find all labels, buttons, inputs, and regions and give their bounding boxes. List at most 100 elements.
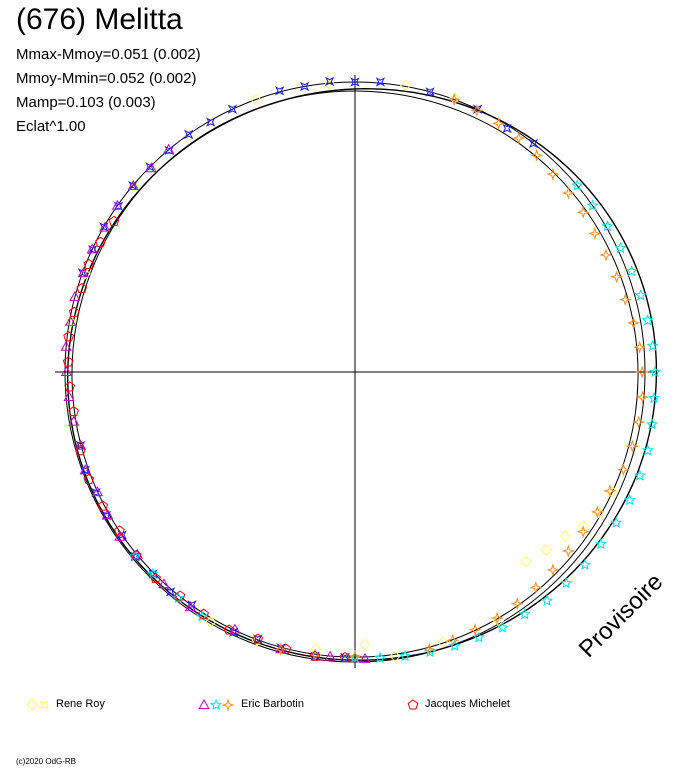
data-point xyxy=(561,186,575,200)
data-point xyxy=(502,123,512,134)
legend-label: Eric Barbotin xyxy=(241,698,304,710)
data-point xyxy=(633,469,646,481)
data-point xyxy=(625,264,638,277)
data-point xyxy=(114,530,126,541)
data-point xyxy=(358,638,371,651)
legend-item-rene-roy: Rene Roy xyxy=(26,697,166,713)
data-point xyxy=(520,555,532,568)
data-point xyxy=(280,643,292,654)
data-point xyxy=(561,544,575,558)
data-point xyxy=(165,587,176,597)
legend-marker-star4 xyxy=(221,698,235,712)
data-point xyxy=(646,418,658,430)
data-point xyxy=(198,608,209,619)
legend-marker-cross-star xyxy=(39,700,49,710)
data-point xyxy=(586,199,599,211)
data-point xyxy=(69,290,81,301)
data-point xyxy=(95,236,106,247)
data-point xyxy=(468,623,482,637)
data-point xyxy=(114,525,125,536)
data-point xyxy=(601,219,614,232)
data-point xyxy=(150,572,161,584)
data-point xyxy=(324,650,336,661)
legend-markers-rene-roy xyxy=(26,699,49,711)
data-point xyxy=(625,439,639,453)
data-point xyxy=(63,390,75,401)
data-point xyxy=(162,143,175,154)
data-point xyxy=(578,558,591,571)
data-point xyxy=(626,316,641,330)
data-point xyxy=(174,590,186,601)
data-point xyxy=(648,391,660,404)
data-point xyxy=(83,473,95,485)
legend-label: Rene Roy xyxy=(56,698,105,710)
data-point xyxy=(91,486,104,497)
chart-title: (676) Melitta xyxy=(16,3,183,36)
data-point xyxy=(64,381,76,392)
data-point xyxy=(616,463,630,477)
series-4-star4 xyxy=(274,92,650,663)
data-point xyxy=(603,484,617,498)
data-point xyxy=(546,167,560,181)
data-point xyxy=(632,415,646,429)
data-point xyxy=(634,289,647,301)
data-point xyxy=(610,516,623,528)
data-point xyxy=(206,117,216,127)
data-point xyxy=(590,505,604,519)
chart-frame xyxy=(55,75,655,668)
data-point xyxy=(68,306,80,317)
legend-marker-pentagon xyxy=(407,699,419,710)
data-point xyxy=(635,390,650,404)
data-point xyxy=(79,268,91,280)
data-point xyxy=(623,493,636,506)
data-points xyxy=(60,76,662,664)
data-point xyxy=(229,623,241,634)
data-point xyxy=(251,634,264,647)
data-point xyxy=(145,162,157,173)
legend-marker-diamond xyxy=(26,699,38,711)
data-point xyxy=(68,405,79,417)
data-point xyxy=(614,241,627,254)
data-point xyxy=(184,601,196,612)
data-point xyxy=(274,86,285,96)
data-point xyxy=(350,77,360,87)
data-point xyxy=(99,221,111,232)
data-point xyxy=(530,148,544,162)
data-point xyxy=(79,464,91,475)
data-point xyxy=(117,530,127,540)
stat-mmoy-mmin: Mmoy-Mmin=0.052 (0.002) xyxy=(16,70,197,87)
data-point xyxy=(399,649,412,662)
data-point xyxy=(60,340,72,351)
data-point xyxy=(599,248,613,262)
data-point xyxy=(324,76,335,87)
data-point xyxy=(64,315,77,326)
data-point xyxy=(518,607,531,620)
data-point xyxy=(496,621,509,633)
data-point xyxy=(127,179,139,190)
data-point xyxy=(101,508,114,519)
data-point xyxy=(540,544,552,556)
data-point xyxy=(576,205,590,219)
copyright-credit: (c)2020 OdG-RB xyxy=(16,757,77,766)
data-point xyxy=(571,179,584,191)
data-point xyxy=(375,77,386,87)
data-point xyxy=(646,339,659,352)
data-point xyxy=(223,624,235,635)
data-point xyxy=(490,611,504,625)
data-point xyxy=(470,103,484,118)
data-point xyxy=(83,258,95,270)
data-point xyxy=(86,243,98,254)
data-point xyxy=(60,365,73,376)
data-point xyxy=(610,270,624,284)
data-point xyxy=(97,500,109,511)
data-point xyxy=(546,563,560,577)
data-point xyxy=(147,567,159,580)
data-point xyxy=(65,316,77,328)
legend-marker-star5 xyxy=(210,698,222,711)
data-point xyxy=(606,486,619,498)
data-point xyxy=(274,642,288,656)
data-point xyxy=(641,444,654,456)
data-point xyxy=(492,116,506,130)
data-point xyxy=(204,616,217,628)
